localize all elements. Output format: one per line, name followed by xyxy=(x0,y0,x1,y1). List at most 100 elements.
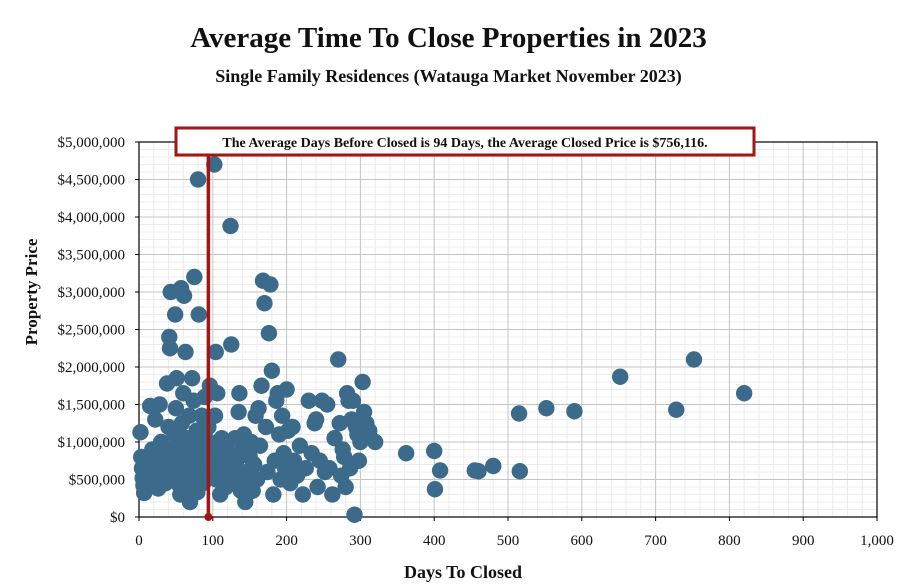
data-point xyxy=(350,452,368,469)
data-point xyxy=(222,217,239,235)
data-point xyxy=(668,401,685,418)
data-point xyxy=(189,171,207,188)
data-point xyxy=(611,368,629,385)
data-point xyxy=(309,478,326,496)
data-point xyxy=(151,396,168,413)
x-tick-label: 1,000 xyxy=(860,533,894,549)
data-point xyxy=(431,462,449,479)
y-tick-label: $2,500,000 xyxy=(58,323,126,339)
y-tick-label: $5,000,000 xyxy=(58,135,126,151)
data-point xyxy=(175,287,193,304)
data-points xyxy=(132,156,753,523)
data-point xyxy=(735,385,753,402)
data-point xyxy=(183,370,201,387)
data-point xyxy=(291,437,309,454)
x-tick-label: 800 xyxy=(718,533,741,549)
data-point xyxy=(207,343,224,361)
x-axis-label: Days To Closed xyxy=(404,562,522,582)
data-point xyxy=(324,486,341,503)
data-point xyxy=(485,457,502,475)
data-point xyxy=(330,351,347,368)
annotation-box: The Average Days Before Closed is 94 Day… xyxy=(174,126,756,157)
average-days-marker xyxy=(204,513,213,521)
data-point xyxy=(177,343,194,361)
data-point xyxy=(278,381,295,398)
data-point xyxy=(273,407,291,424)
chart-subtitle: Single Family Residences (Watauga Market… xyxy=(215,66,682,86)
y-tick-label: $4,500,000 xyxy=(58,173,126,189)
data-point xyxy=(167,400,185,417)
data-point xyxy=(426,481,444,498)
data-point xyxy=(566,403,583,420)
data-point xyxy=(346,506,363,523)
x-tick-label: 0 xyxy=(135,533,143,549)
data-point xyxy=(284,418,301,436)
annotation-text: The Average Days Before Closed is 94 Day… xyxy=(222,136,707,151)
data-point xyxy=(190,306,207,323)
data-point xyxy=(285,452,303,469)
data-point xyxy=(251,437,269,454)
data-point xyxy=(307,411,325,428)
data-point xyxy=(297,460,314,477)
y-tick-label: $3,500,000 xyxy=(58,248,126,264)
data-point xyxy=(294,486,312,503)
data-point xyxy=(354,373,371,391)
data-point xyxy=(426,442,443,460)
data-point xyxy=(250,400,267,417)
y-tick-label: $1,000,000 xyxy=(58,435,126,451)
y-tick-label: $4,000,000 xyxy=(58,210,126,226)
data-point xyxy=(300,392,317,409)
data-point xyxy=(265,486,282,503)
data-point xyxy=(245,456,263,473)
y-tick-label: $2,000,000 xyxy=(58,360,126,376)
x-tick-label: 600 xyxy=(571,533,594,549)
data-point xyxy=(260,325,278,342)
data-point xyxy=(470,463,487,480)
y-axis-ticks: $0 $500,000 $1,000,000 $1,500,000 $2,000,000… xyxy=(58,135,139,526)
data-point xyxy=(337,478,354,496)
data-point xyxy=(161,340,179,357)
data-point xyxy=(223,336,240,353)
data-point xyxy=(538,400,555,417)
x-tick-label: 700 xyxy=(644,533,667,549)
y-tick-label: $1,500,000 xyxy=(58,398,126,414)
x-tick-label: 500 xyxy=(497,533,520,549)
data-point xyxy=(344,392,362,409)
data-point xyxy=(263,362,281,379)
data-point xyxy=(326,430,343,447)
data-point xyxy=(206,156,223,173)
data-point xyxy=(186,268,203,286)
x-tick-label: 300 xyxy=(349,533,372,549)
y-tick-label: $3,000,000 xyxy=(58,285,126,301)
x-tick-label: 400 xyxy=(423,533,446,549)
x-tick-label: 900 xyxy=(792,533,815,549)
data-point xyxy=(397,445,415,462)
data-point xyxy=(318,396,336,413)
data-point xyxy=(321,460,338,477)
data-point xyxy=(510,405,528,422)
data-point xyxy=(262,276,279,293)
chart-title: Average Time To Close Properties in 2023 xyxy=(190,22,707,54)
data-point xyxy=(132,424,149,441)
x-tick-label: 200 xyxy=(275,533,298,549)
data-point xyxy=(147,411,164,428)
data-point xyxy=(206,407,224,424)
data-point xyxy=(511,463,529,480)
x-tick-label: 100 xyxy=(202,533,225,549)
data-point xyxy=(180,407,198,424)
data-point xyxy=(231,385,248,402)
data-point xyxy=(168,370,185,387)
data-point xyxy=(209,385,226,402)
data-point xyxy=(685,351,703,368)
data-point xyxy=(257,418,275,436)
data-point xyxy=(256,295,273,312)
y-axis-label: Property Price xyxy=(22,238,41,345)
data-point xyxy=(352,433,369,451)
data-point xyxy=(230,403,247,421)
y-tick-label: $500,000 xyxy=(69,473,125,489)
data-point xyxy=(166,306,184,323)
x-axis-ticks: 0 100 200 300 400 500 600 700 800 900 1,000 xyxy=(135,517,894,549)
data-point xyxy=(253,377,270,394)
y-tick-label: $0 xyxy=(110,510,125,526)
